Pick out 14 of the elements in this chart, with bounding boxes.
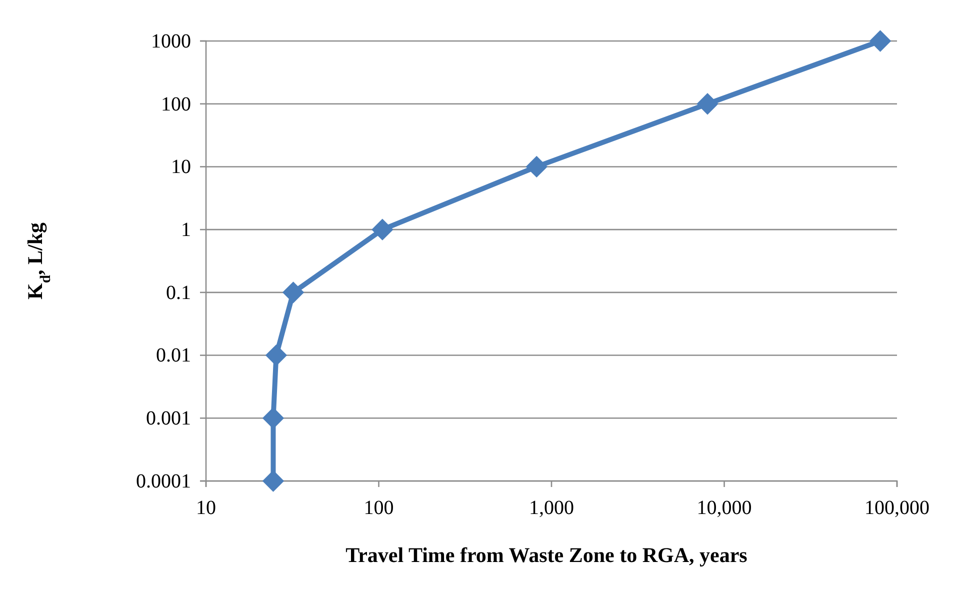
x-tick-label: 1,000 xyxy=(529,497,574,519)
y-tick-label: 0.01 xyxy=(156,344,191,367)
y-tick-label: 0.1 xyxy=(166,282,191,304)
y-tick-label: 1 xyxy=(181,218,191,241)
x-tick-label: 10,000 xyxy=(696,497,752,519)
x-tick-label: 10 xyxy=(196,497,216,519)
x-tick-label: 100,000 xyxy=(864,497,930,519)
y-tick-label: 0.0001 xyxy=(136,470,191,492)
y-tick-label: 100 xyxy=(161,93,191,116)
y-tick-label: 0.001 xyxy=(146,408,191,430)
y-tick-label: 1000 xyxy=(151,30,191,52)
y-tick-label: 10 xyxy=(171,156,191,178)
x-axis-title: Travel Time from Waste Zone to RGA, years xyxy=(346,543,748,567)
x-tick-label: 100 xyxy=(364,497,394,519)
